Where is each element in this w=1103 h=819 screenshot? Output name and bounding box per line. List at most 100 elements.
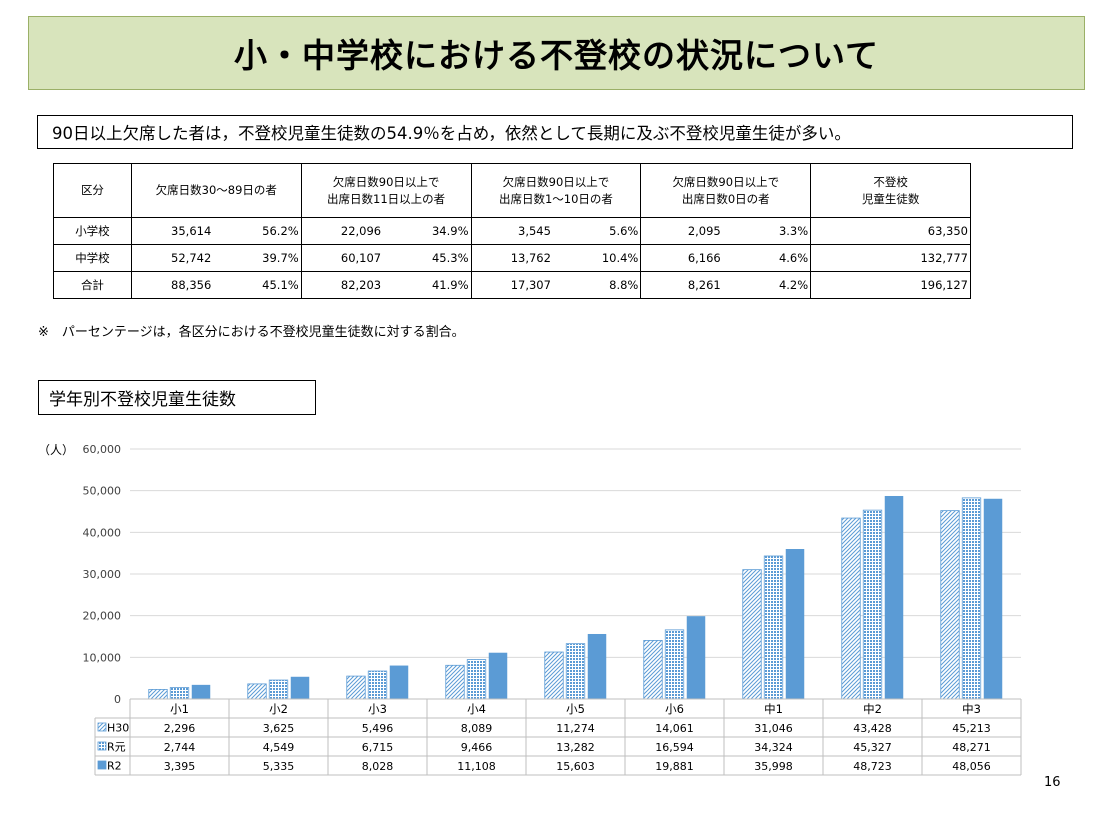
bar-H30-小3 <box>346 675 366 700</box>
bar-R元-小1 <box>169 687 190 700</box>
bar-R2-中3 <box>983 498 1003 699</box>
cell-percent: 8.8% <box>558 271 642 299</box>
data-label: 11,274 <box>556 722 595 735</box>
cell-percent: 10.4% <box>558 244 642 272</box>
x-category-label: 中3 <box>962 702 981 716</box>
bar-H30-中1 <box>742 569 762 700</box>
bar-H30-小5 <box>544 651 564 700</box>
cell-count: 35,614 <box>130 217 220 245</box>
header-col4: 欠席日数90日以上で 出席日数0日の者 <box>640 163 812 218</box>
bar-R2-小1 <box>191 684 211 699</box>
summary-text: 90日以上欠席した者は，不登校児童生徒数の54.9％を占め，依然として長期に及ぶ… <box>52 124 851 143</box>
data-label: 2,744 <box>164 741 196 754</box>
x-category-label: 小6 <box>665 702 684 716</box>
grade-absence-chart: （人） 0 10,000 20,000 30,000 40,000 50,000 60,000… <box>38 443 1022 776</box>
x-category-label: 小3 <box>368 702 387 716</box>
bar-H30-小6 <box>643 640 663 700</box>
data-label: 35,998 <box>754 760 793 773</box>
bar-R2-小3 <box>389 665 409 699</box>
y-tick-label: 10,000 <box>83 651 122 664</box>
bar-R2-小4 <box>488 652 508 699</box>
header-col2: 欠席日数90日以上で 出席日数11日以上の者 <box>300 163 472 218</box>
cell-count: 6,166 <box>640 244 729 272</box>
cell-percent: 3.3% <box>728 217 812 245</box>
bar-R2-中1 <box>785 549 805 699</box>
x-category-label: 中2 <box>863 702 882 716</box>
data-label: 48,056 <box>952 760 991 773</box>
data-label: 31,046 <box>754 722 793 735</box>
cell-percent: 34.9% <box>389 217 472 245</box>
cell-count: 17,307 <box>470 271 559 299</box>
chart-heading-box: 学年別不登校児童生徒数 <box>38 380 316 415</box>
x-category-label: 中1 <box>764 702 783 716</box>
summary-box: 90日以上欠席した者は，不登校児童生徒数の54.9％を占め，依然として長期に及ぶ… <box>37 115 1073 149</box>
data-label: 15,603 <box>556 760 595 773</box>
data-label: 2,296 <box>164 722 196 735</box>
data-label: 6,715 <box>362 741 394 754</box>
title-banner: 小・中学校における不登校の状況について <box>28 16 1085 90</box>
row-label: 小学校 <box>53 217 132 245</box>
x-category-label: 小2 <box>269 702 288 716</box>
bar-R元-小2 <box>268 679 289 700</box>
y-unit-label: （人） <box>38 443 74 457</box>
x-category-label: 小1 <box>170 702 189 716</box>
y-tick-label: 60,000 <box>83 443 122 456</box>
bar-H30-中3 <box>940 510 960 700</box>
data-label: 45,213 <box>952 722 991 735</box>
bar-R2-小6 <box>686 616 706 699</box>
x-category-label: 小5 <box>566 702 585 716</box>
x-category-label: 小4 <box>467 702 486 716</box>
cell-total: 132,777 <box>810 244 971 272</box>
legend-key-R元 <box>97 741 107 751</box>
data-label: 8,028 <box>362 760 394 773</box>
bar-H30-小1 <box>148 689 168 700</box>
legend-label: H30 <box>107 722 129 735</box>
data-label: 11,108 <box>457 760 496 773</box>
data-label: 3,395 <box>164 760 196 773</box>
header-total: 不登校 児童生徒数 <box>810 163 971 218</box>
bar-R元-小4 <box>466 659 487 700</box>
cell-percent: 56.2% <box>219 217 302 245</box>
y-tick-label: 30,000 <box>83 568 122 581</box>
cell-count: 13,762 <box>470 244 559 272</box>
cell-percent: 39.7% <box>219 244 302 272</box>
cell-percent: 45.1% <box>219 271 302 299</box>
row-label: 中学校 <box>53 244 132 272</box>
legend-key-R2 <box>97 760 107 770</box>
bar-R元-小3 <box>367 670 388 700</box>
bar-R2-中2 <box>884 495 904 699</box>
header-col1: 欠席日数30～89日の者 <box>130 163 302 218</box>
data-label: 8,089 <box>461 722 493 735</box>
cell-count: 8,261 <box>640 271 729 299</box>
table-row: 合計 88,356 45.1% 82,203 41.9% 17,307 8.8%… <box>53 271 971 299</box>
cell-percent: 4.2% <box>728 271 812 299</box>
cell-count: 3,545 <box>470 217 559 245</box>
bar-H30-小4 <box>445 664 465 700</box>
footnote: ※ パーセンテージは，各区分における不登校児童生徒数に対する割合。 <box>38 325 465 340</box>
data-label: 4,549 <box>263 741 295 754</box>
bar-R元-中1 <box>763 555 784 700</box>
table-header-row: 区分 欠席日数30～89日の者 欠席日数90日以上で 出席日数11日以上の者 欠席… <box>53 163 971 218</box>
data-label: 3,625 <box>263 722 295 735</box>
bar-H30-中2 <box>841 517 861 700</box>
y-tick-label: 20,000 <box>83 610 122 623</box>
cell-total: 63,350 <box>810 217 971 245</box>
y-tick-label: 50,000 <box>83 485 122 498</box>
data-label: 14,061 <box>655 722 694 735</box>
bar-R2-小2 <box>290 676 310 699</box>
y-tick-label: 0 <box>114 693 121 706</box>
cell-percent: 5.6% <box>558 217 642 245</box>
data-label: 13,282 <box>556 741 595 754</box>
data-label: 48,723 <box>853 760 892 773</box>
header-col3: 欠席日数90日以上で 出席日数1～10日の者 <box>470 163 642 218</box>
page-number: 16 <box>1044 775 1061 790</box>
data-label: 9,466 <box>461 741 493 754</box>
cell-count: 60,107 <box>300 244 390 272</box>
bar-R元-中3 <box>961 497 982 700</box>
bar-R2-小5 <box>587 633 607 699</box>
table-row: 中学校 52,742 39.7% 60,107 45.3% 13,762 10.… <box>53 244 971 272</box>
cell-total: 196,127 <box>810 271 971 299</box>
data-label: 45,327 <box>853 741 892 754</box>
cell-count: 52,742 <box>130 244 220 272</box>
bar-R元-小6 <box>664 629 685 700</box>
